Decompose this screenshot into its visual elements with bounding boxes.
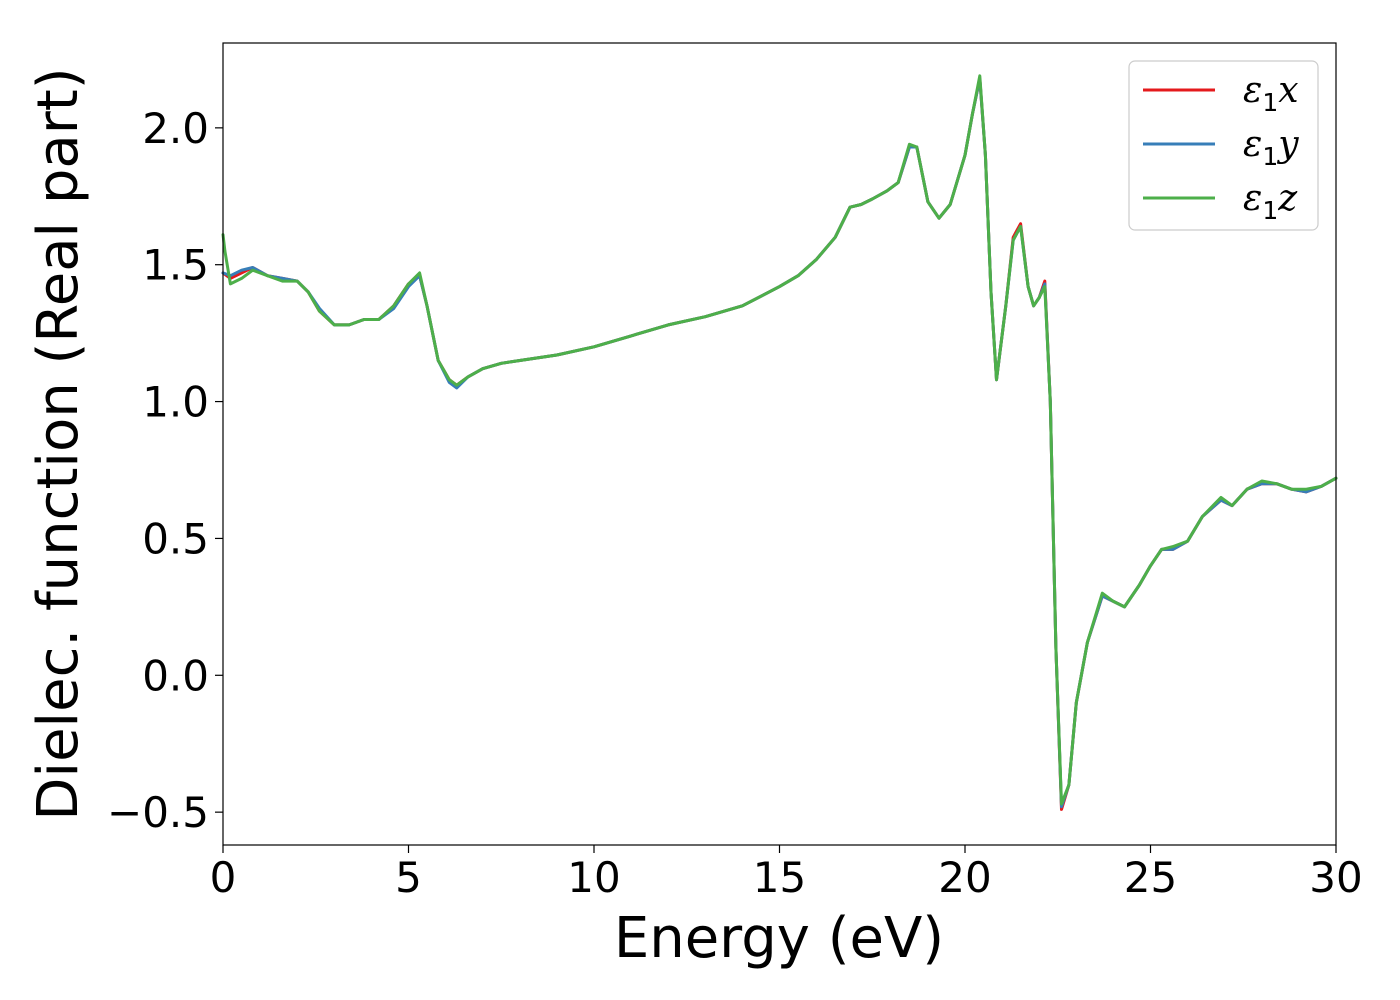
y-tick-label: 1.0 (142, 378, 209, 427)
y-tick-label: −0.5 (107, 788, 209, 837)
y-tick-label: 1.5 (142, 241, 209, 290)
x-tick-label: 0 (210, 853, 237, 902)
y-axis-title: Dielec. function (Real part) (26, 67, 91, 820)
x-axis-title: Energy (eV) (614, 906, 944, 971)
legend-variable: z (1277, 178, 1298, 219)
series-layer (221, 74, 1338, 811)
y-tick-label: 0.0 (142, 651, 209, 700)
y-tick-label: 0.5 (142, 514, 209, 563)
legend-subscript: 1 (1262, 196, 1278, 225)
legend-label-y: ε1y (1243, 124, 1299, 171)
legend-label-z: ε1z (1243, 178, 1298, 225)
legend-subscript: 1 (1262, 88, 1278, 117)
y-axis-ticks: −0.5 0.0 0.5 1.0 1.5 2.0 (107, 104, 223, 837)
x-tick-label: 20 (938, 853, 991, 902)
x-tick-label: 25 (1124, 853, 1177, 902)
legend-variable: y (1276, 124, 1299, 165)
x-tick-label: 5 (395, 853, 422, 902)
legend-label-x: ε1x (1243, 70, 1299, 117)
y-tick-label: 2.0 (142, 104, 209, 153)
x-tick-label: 30 (1309, 853, 1362, 902)
x-axis-ticks: 0 5 10 15 20 25 30 (210, 845, 1363, 902)
legend-box (1128, 60, 1319, 231)
x-tick-label: 15 (753, 853, 806, 902)
series-line-z (221, 74, 1338, 806)
x-tick-label: 10 (567, 853, 620, 902)
legend-symbol: ε (1243, 178, 1262, 219)
legend-variable: x (1278, 70, 1298, 111)
legend-symbol: ε (1243, 124, 1262, 165)
legend-subscript: 1 (1262, 142, 1278, 171)
legend-symbol: ε (1243, 70, 1262, 111)
